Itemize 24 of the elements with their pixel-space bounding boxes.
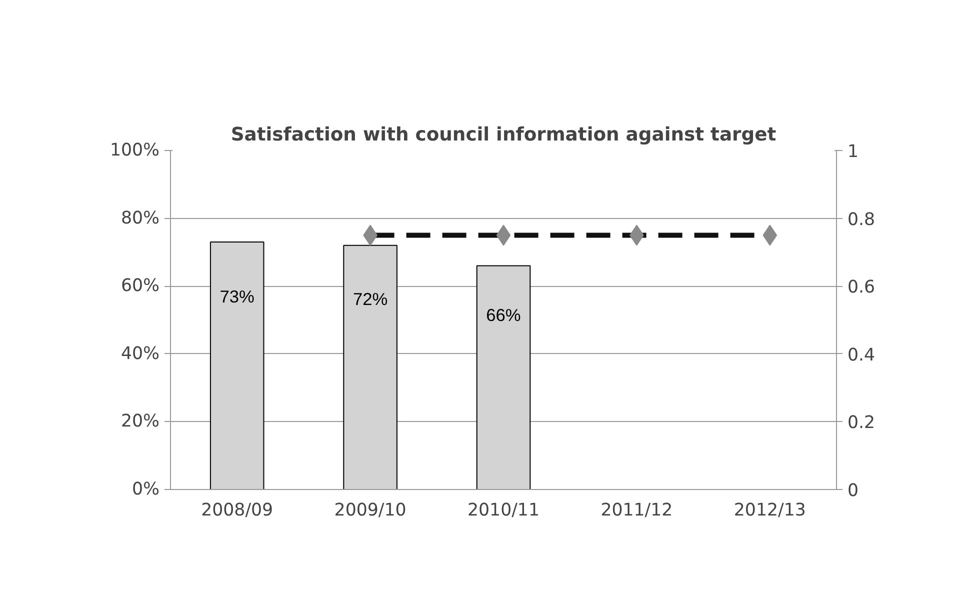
- bar: [343, 244, 398, 490]
- y-tick-label: 0%: [132, 480, 160, 500]
- x-tick-label: 2011/12: [600, 500, 673, 520]
- x-tick-label: 2009/10: [334, 500, 406, 520]
- x-tick-label: 2012/13: [734, 500, 806, 520]
- y2-tick-label: 0.8: [848, 210, 876, 230]
- chart-title: Satisfaction with council information against target: [230, 124, 776, 146]
- y-tick-label: 40%: [120, 344, 160, 364]
- bar: [210, 242, 264, 490]
- bar: [476, 265, 531, 490]
- y-tick-label: 20%: [120, 412, 160, 432]
- x-tick-label: 2008/09: [201, 500, 274, 520]
- y2-tick-label: 1: [848, 142, 859, 162]
- y2-tick-label: 0: [848, 481, 859, 501]
- data-label: 72%: [352, 289, 388, 310]
- data-label: 66%: [486, 304, 521, 325]
- y2-tick-label: 0.4: [848, 345, 876, 366]
- y-tick-label: 80%: [120, 208, 160, 228]
- y2-tick-label: 0.2: [848, 413, 876, 434]
- y-tick-label: 60%: [120, 276, 160, 296]
- y-tick-label: 100%: [110, 140, 160, 160]
- x-tick-label: 2010/11: [468, 500, 540, 520]
- data-label: 73%: [220, 286, 254, 306]
- y2-tick-label: 0.6: [848, 278, 876, 298]
